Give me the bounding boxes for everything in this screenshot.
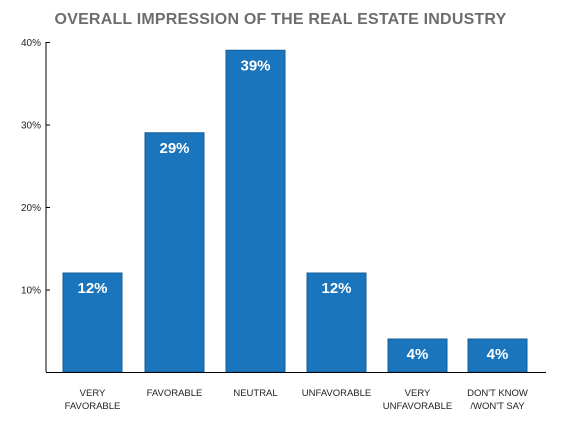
y-tick-label: 30% [21, 121, 41, 132]
chart-title: OVERALL IMPRESSION OF THE REAL ESTATE IN… [54, 11, 507, 28]
bar [225, 49, 286, 373]
bar [62, 272, 123, 373]
y-tick-label: 20% [21, 203, 41, 214]
category-label: FAVORABLE [147, 388, 203, 399]
bar [144, 132, 205, 373]
bars: 12% 29% 39% 12% 4% 4% [62, 49, 528, 373]
data-label: 39% [240, 57, 270, 74]
category-label: VERY UNFAVORABLE [383, 388, 453, 412]
y-tick-label: 40% [21, 38, 41, 49]
y-tick-label: 10% [21, 286, 41, 297]
x-axis: VERY FAVORABLE FAVORABLE NEUTRAL UNFAVORABLE… [46, 372, 546, 412]
bar [467, 338, 528, 373]
data-label: 4% [407, 346, 429, 363]
bar [306, 272, 367, 373]
data-label: 29% [159, 140, 189, 157]
category-label: NEUTRAL [233, 388, 277, 399]
data-label: 4% [487, 346, 509, 363]
category-label: UNFAVORABLE [302, 388, 372, 399]
category-label: VERY FAVORABLE [65, 388, 121, 412]
bar [387, 338, 448, 373]
data-label: 12% [321, 280, 351, 297]
y-axis: 10% 20% 30% 40% [21, 38, 50, 372]
data-label: 12% [77, 280, 107, 297]
category-label: DON'T KNOW/WON'T SAY [467, 388, 528, 412]
